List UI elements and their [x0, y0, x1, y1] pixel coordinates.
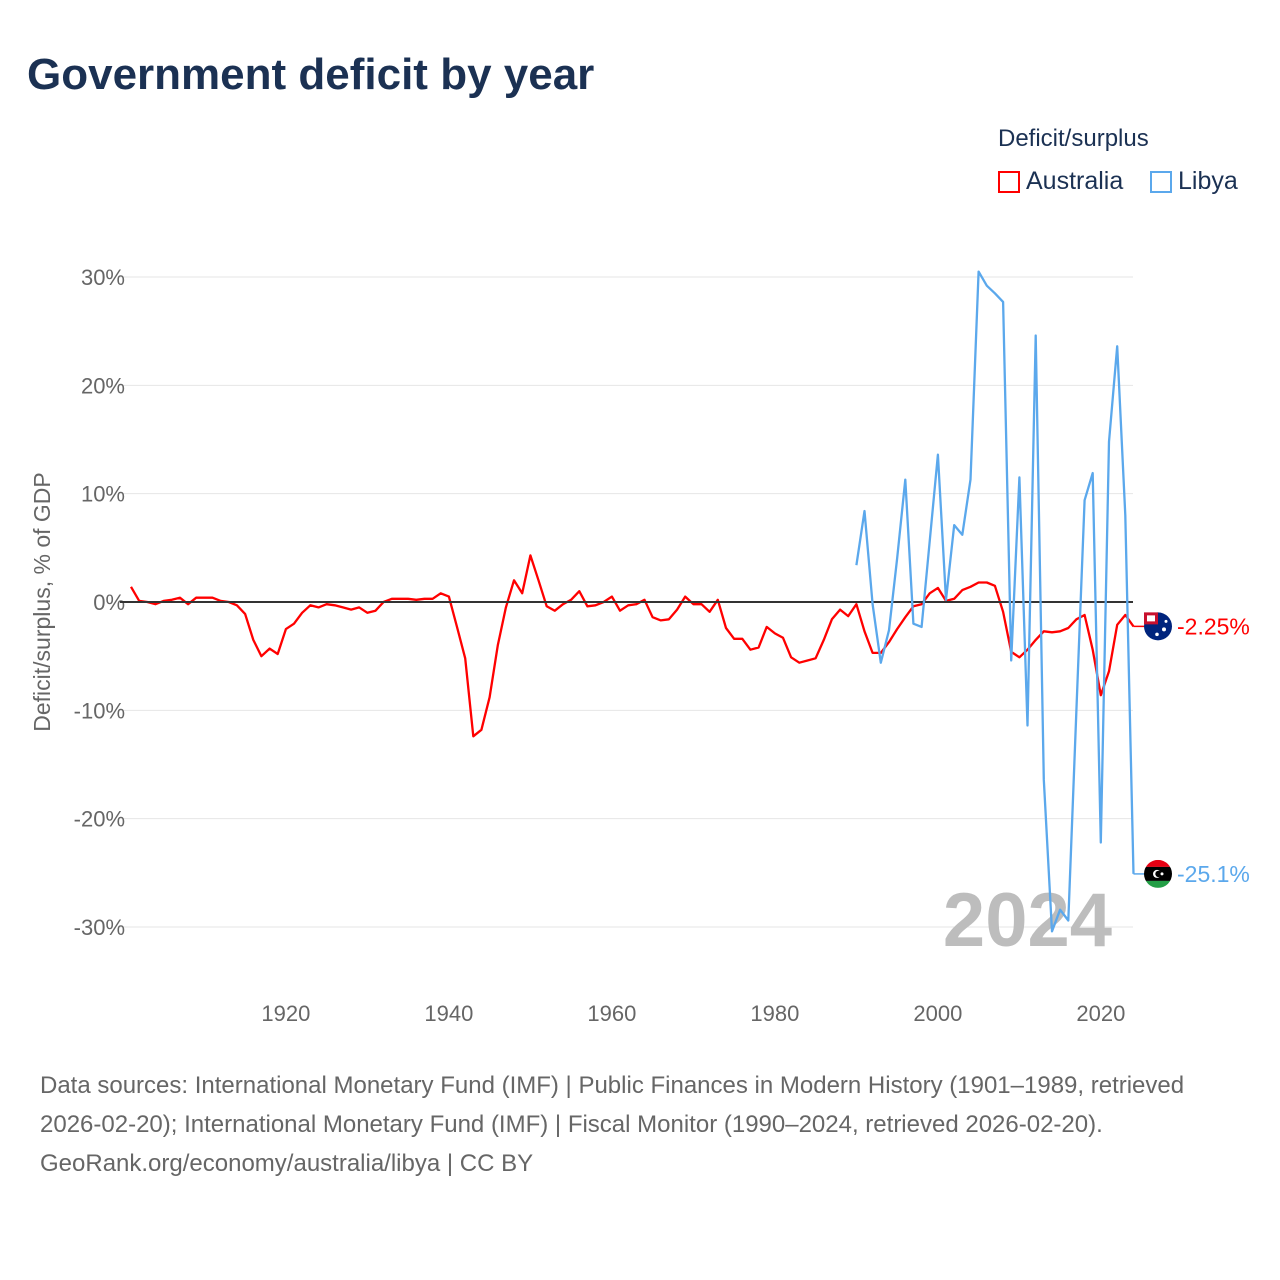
y-tick-label: -10% — [74, 698, 125, 723]
legend-item-australia[interactable]: Australia — [998, 167, 1123, 196]
end-value-label: -2.25% — [1177, 613, 1250, 639]
libya-flag-icon — [1144, 859, 1172, 888]
series-line-australia[interactable] — [130, 554, 1135, 738]
page-title: Government deficit by year — [27, 50, 595, 99]
y-tick-label: -30% — [74, 915, 125, 940]
end-value-label: -25.1% — [1177, 861, 1250, 887]
legend-title: Deficit/surplus — [998, 125, 1149, 152]
legend-label: Australia — [1026, 167, 1124, 195]
legend-swatch-australia — [998, 170, 1020, 193]
y-tick-label: 10% — [81, 482, 125, 507]
x-tick-label: 1920 — [261, 1001, 310, 1026]
y-tick-label: -20% — [74, 807, 125, 832]
series-line-libya[interactable] — [855, 270, 1135, 933]
credit-link[interactable]: GeoRank.org/economy/australia/libya | CC… — [40, 1150, 534, 1177]
y-tick-label: 20% — [81, 373, 125, 398]
year-watermark: 2024 — [943, 878, 1112, 963]
legend-item-libya[interactable]: Libya — [1150, 167, 1238, 196]
x-tick-label: 1980 — [750, 1001, 799, 1026]
y-axis-label: Deficit/surplus, % of GDP — [29, 472, 55, 731]
x-tick-label: 2000 — [913, 1001, 962, 1026]
y-tick-label: 0% — [93, 590, 125, 615]
y-tick-label: 30% — [81, 265, 125, 290]
legend-label: Libya — [1178, 167, 1238, 195]
footer: Data sources: International Monetary Fun… — [40, 1066, 1240, 1183]
line-chart: Deficit/surplus, % of GDP 30% 20% 10% 0% -10… — [29, 265, 1250, 1026]
x-tick-label: 1940 — [424, 1001, 473, 1026]
x-tick-label: 1960 — [587, 1001, 636, 1026]
data-sources: Data sources: International Monetary Fun… — [40, 1072, 1185, 1138]
x-tick-label: 2020 — [1076, 1001, 1125, 1026]
australia-flag-icon — [1144, 612, 1172, 641]
legend-swatch-libya — [1150, 170, 1172, 193]
